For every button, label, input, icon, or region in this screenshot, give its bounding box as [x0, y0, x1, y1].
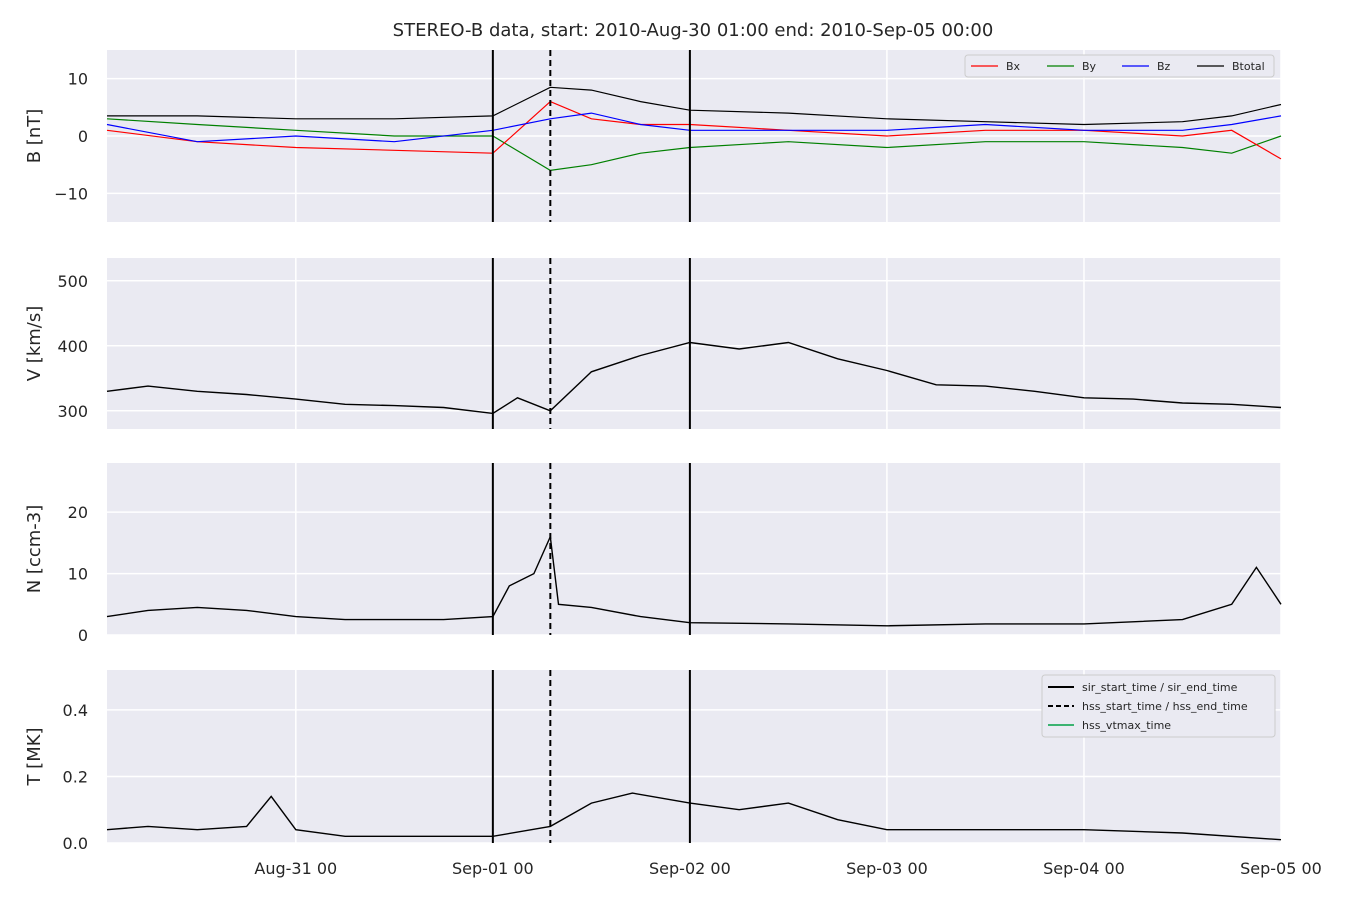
b-field-panel: −10 0 10 B [nT] Bx By Bz Btotal	[24, 50, 1282, 222]
legend-label-vtmax: hss_vtmax_time	[1082, 719, 1171, 732]
y-tick-label: 10	[68, 70, 88, 89]
event-legend: sir_start_time / sir_end_time hss_start_t…	[1041, 674, 1276, 738]
panels: −10 0 10 B [nT] Bx By Bz Btotal 300 400 500 V [km/s…	[24, 50, 1282, 853]
event-legend-box	[1041, 674, 1276, 738]
legend-label-bx: Bx	[1006, 60, 1021, 73]
y-tick-label: 0	[78, 626, 88, 645]
legend-label-btotal: Btotal	[1232, 60, 1265, 73]
velocity-ylabel: V [km/s]	[24, 306, 45, 381]
figure-title: STEREO-B data, start: 2010-Aug-30 01:00 …	[393, 20, 994, 41]
temperature-series-line	[106, 792, 1282, 841]
y-tick-label: 0.4	[63, 701, 88, 720]
legend-label-hss: hss_start_time / hss_end_time	[1082, 700, 1248, 713]
b-legend-box	[964, 54, 1275, 78]
y-tick-label: 300	[57, 402, 88, 421]
x-tick-label: Aug-31 00	[254, 859, 337, 878]
density-series-line	[106, 534, 1282, 627]
series-line-bx	[106, 100, 1282, 160]
y-tick-label: 10	[68, 565, 88, 584]
x-axis-tick-labels: Aug-31 00 Sep-01 00 Sep-02 00 Sep-03 00 Sep-…	[254, 859, 1321, 878]
velocity-panel: 300 400 500 V [km/s]	[24, 258, 1282, 429]
temperature-ylabel: T [MK]	[24, 727, 45, 786]
series-line-bz	[106, 112, 1282, 143]
legend-label-bz: Bz	[1157, 60, 1171, 73]
density-panel: 0 10 20 N [ccm-3]	[24, 463, 1282, 645]
x-tick-label: Sep-05 00	[1240, 859, 1322, 878]
legend-label-by: By	[1082, 60, 1097, 73]
y-tick-label: 0.2	[63, 767, 88, 786]
y-tick-label: −10	[54, 184, 88, 203]
y-tick-label: 0.0	[63, 834, 88, 853]
density-plot-area	[107, 463, 1281, 635]
x-tick-label: Sep-02 00	[649, 859, 731, 878]
velocity-series-line	[106, 341, 1282, 415]
series-line-btotal	[107, 86, 1282, 126]
series-line-by	[106, 118, 1282, 172]
temperature-panel: 0.0 0.2 0.4 T [MK] sir_start_time / sir_end_…	[24, 670, 1282, 853]
x-tick-label: Sep-03 00	[846, 859, 928, 878]
y-tick-label: 20	[68, 503, 88, 522]
x-tick-label: Sep-01 00	[452, 859, 534, 878]
y-tick-label: 0	[78, 127, 88, 146]
y-tick-label: 500	[57, 272, 88, 291]
y-tick-label: 400	[57, 337, 88, 356]
x-tick-label: Sep-04 00	[1043, 859, 1125, 878]
b-field-ylabel: B [nT]	[24, 109, 45, 164]
legend-label-sir: sir_start_time / sir_end_time	[1082, 681, 1238, 694]
density-ylabel: N [ccm-3]	[24, 505, 45, 594]
b-legend: Bx By Bz Btotal	[964, 54, 1275, 78]
